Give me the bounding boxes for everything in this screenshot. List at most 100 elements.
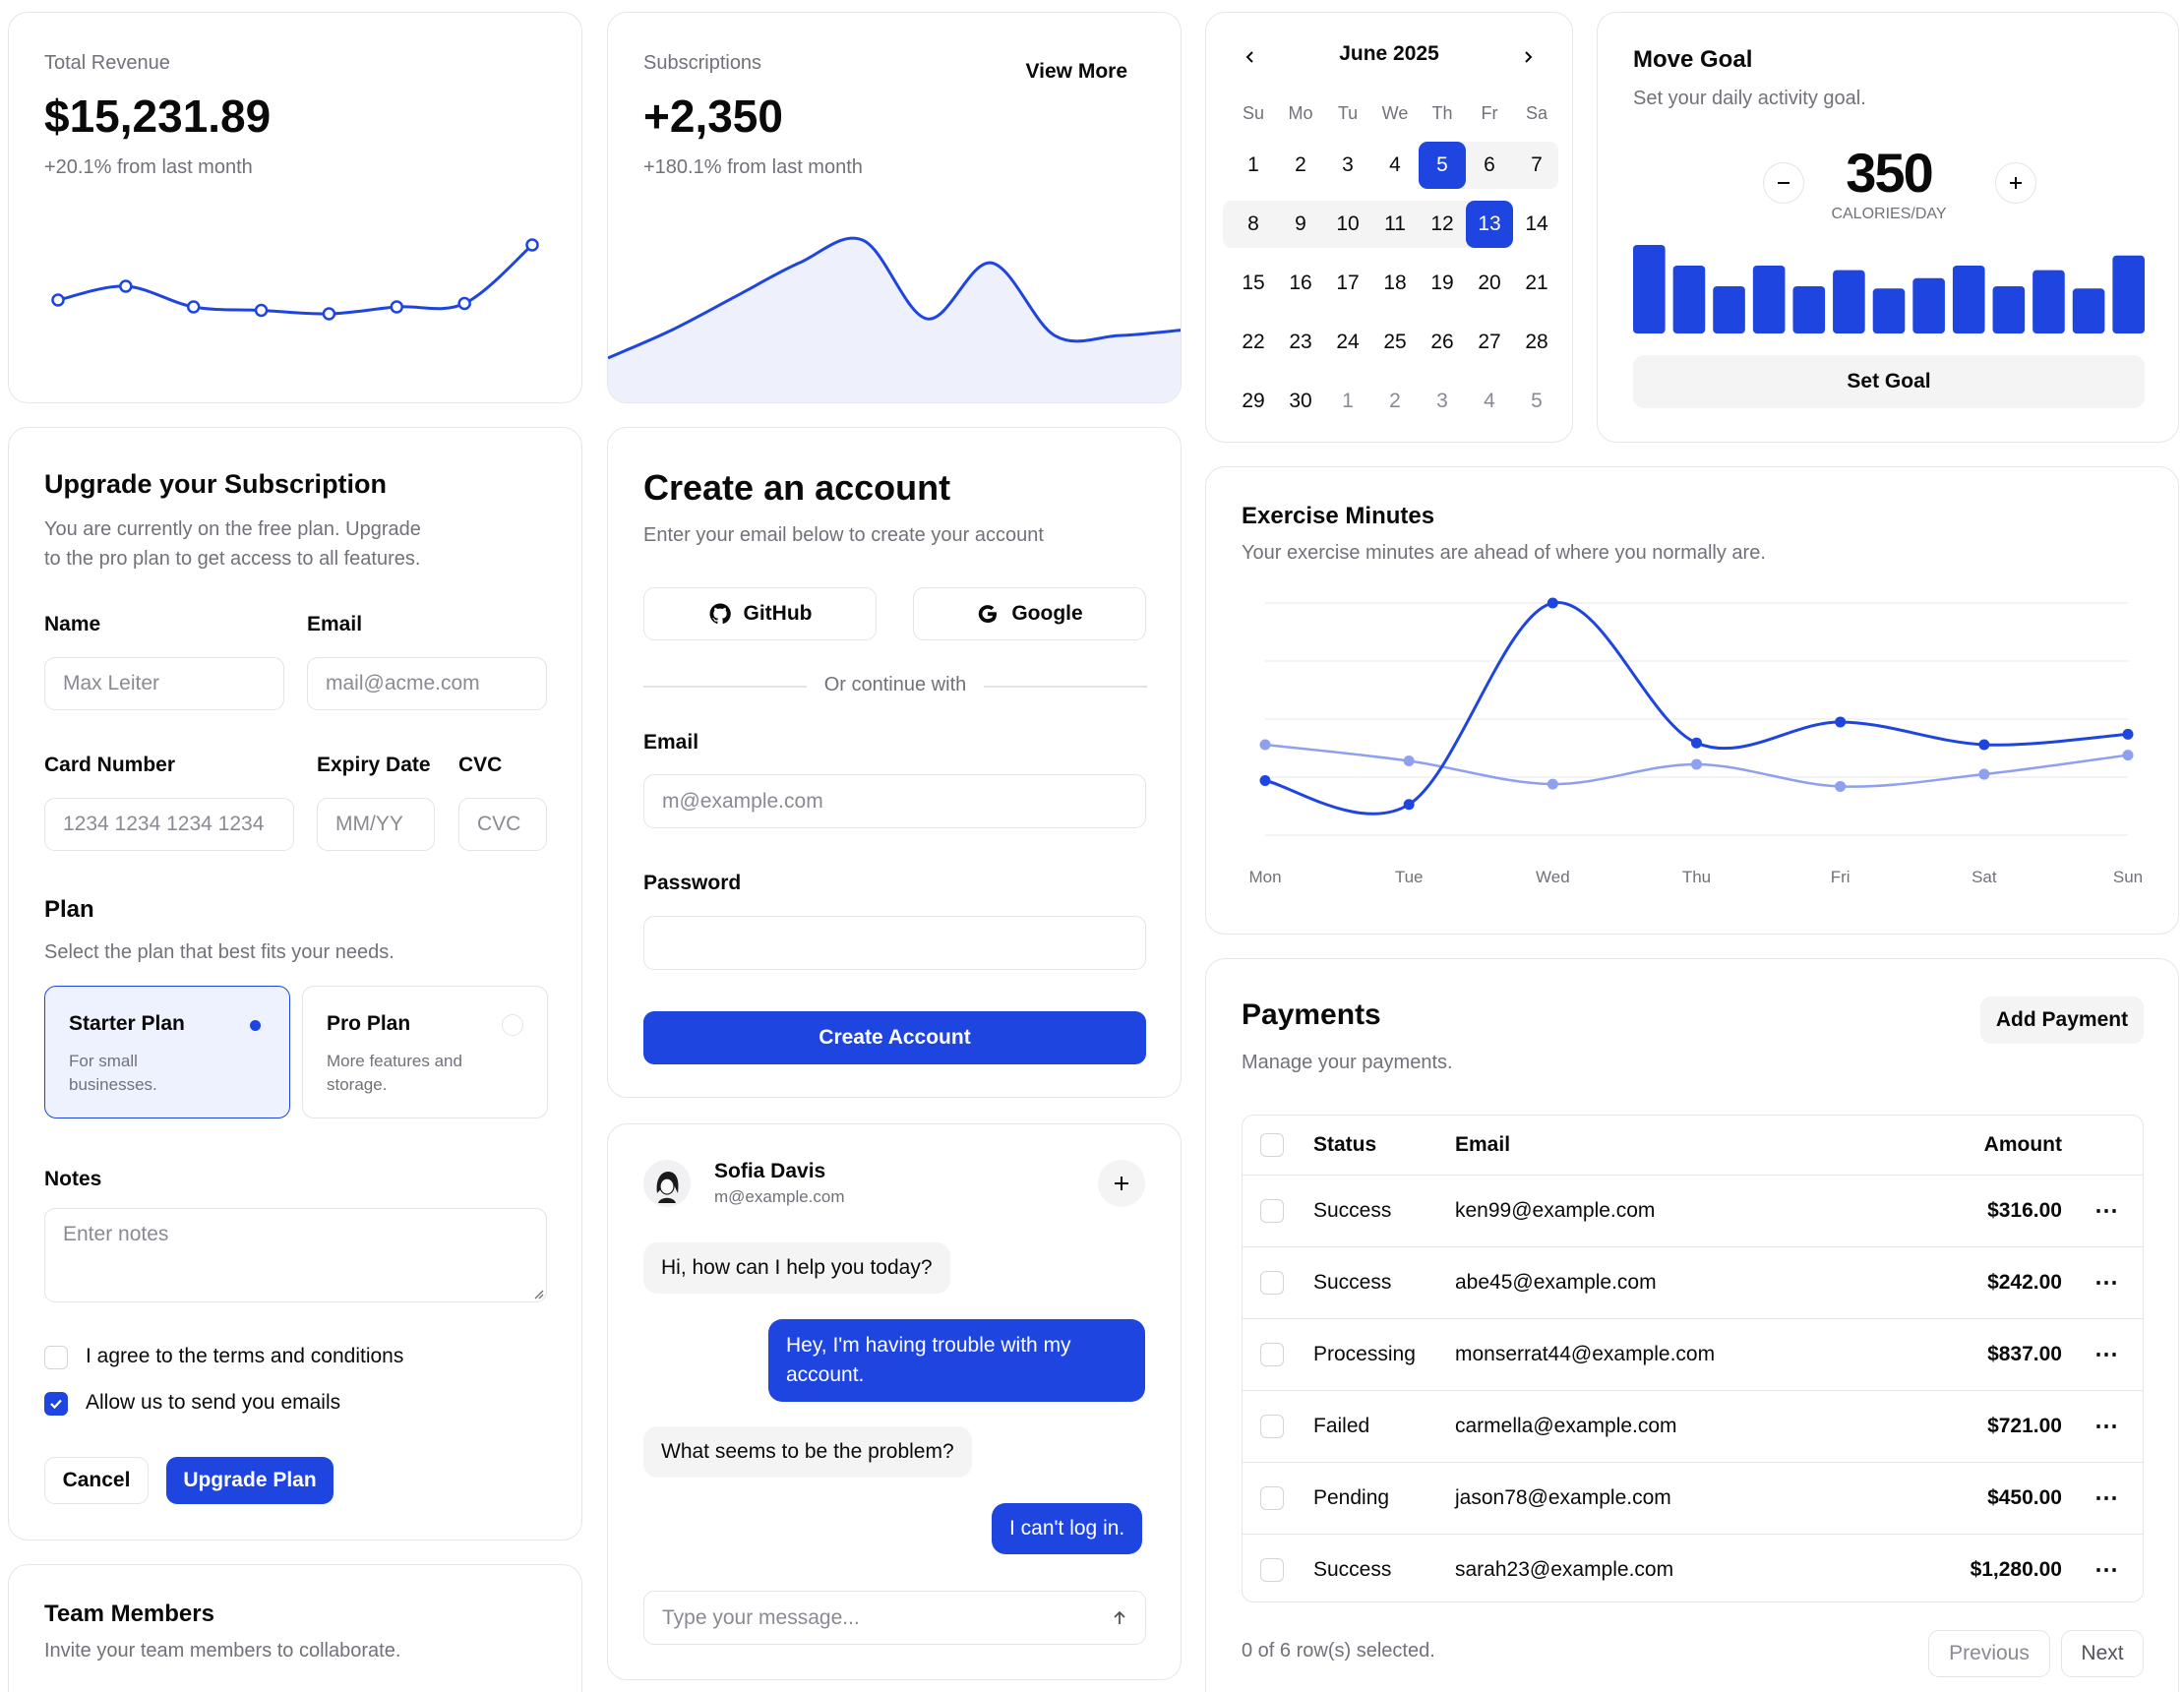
set-goal-button[interactable]: Set Goal bbox=[1633, 355, 2145, 408]
row-checkbox[interactable] bbox=[1260, 1415, 1284, 1438]
calendar-day[interactable]: 21 bbox=[1525, 272, 1548, 294]
calendar-day[interactable]: 12 bbox=[1430, 212, 1454, 235]
calendar-day[interactable]: 2 bbox=[1295, 153, 1306, 176]
cvc-input[interactable]: CVC bbox=[458, 798, 547, 851]
exercise-point bbox=[1547, 597, 1558, 609]
add-payment-button[interactable]: Add Payment bbox=[1980, 997, 2144, 1044]
calendar-day[interactable]: 23 bbox=[1289, 331, 1312, 353]
github-button[interactable]: GitHub bbox=[643, 587, 877, 640]
row-checkbox[interactable] bbox=[1260, 1343, 1284, 1366]
row-amount: $1,280.00 bbox=[1970, 1558, 2062, 1581]
new-message-button[interactable] bbox=[1098, 1160, 1145, 1207]
calendar-day[interactable]: 1 bbox=[1342, 390, 1354, 412]
exercise-point bbox=[1691, 737, 1702, 749]
calendar-day[interactable]: 4 bbox=[1484, 390, 1495, 412]
calendar-day[interactable]: 16 bbox=[1289, 272, 1312, 294]
calendar-day[interactable]: 15 bbox=[1242, 272, 1265, 294]
cvc-label: CVC bbox=[458, 754, 503, 776]
table-row[interactable]: Success abe45@example.com $242.00 ⋯ bbox=[1243, 1246, 2143, 1318]
row-checkbox[interactable] bbox=[1260, 1558, 1284, 1582]
table-row[interactable]: Success sarah23@example.com $1,280.00 ⋯ bbox=[1243, 1534, 2143, 1601]
upgrade-description-line1: You are currently on the free plan. Upgr… bbox=[44, 518, 421, 540]
calendar-day[interactable]: 1 bbox=[1247, 153, 1259, 176]
starter-plan-option[interactable]: Starter Plan For small businesses. bbox=[44, 986, 290, 1118]
calendar-day[interactable]: 26 bbox=[1430, 331, 1454, 353]
calendar-next-button[interactable] bbox=[1513, 42, 1543, 72]
calendar-day[interactable]: 27 bbox=[1478, 331, 1501, 353]
calendar-day[interactable]: 29 bbox=[1242, 390, 1265, 412]
calendar-day[interactable]: 22 bbox=[1242, 331, 1265, 353]
column-status[interactable]: Status bbox=[1313, 1133, 1377, 1156]
row-actions-icon[interactable]: ⋯ bbox=[2094, 1484, 2119, 1512]
calendar-day[interactable]: 19 bbox=[1430, 272, 1454, 294]
email-input[interactable]: mail@acme.com bbox=[307, 657, 547, 710]
terms-checkbox[interactable] bbox=[44, 1346, 68, 1369]
calendar-day[interactable]: 17 bbox=[1336, 272, 1360, 294]
exercise-point bbox=[2122, 750, 2134, 761]
name-input[interactable]: Max Leiter bbox=[44, 657, 284, 710]
calendar-day[interactable]: 3 bbox=[1342, 153, 1354, 176]
column-amount[interactable]: Amount bbox=[1983, 1133, 2062, 1156]
notes-textarea[interactable]: Enter notes bbox=[44, 1208, 547, 1302]
next-page-button[interactable]: Next bbox=[2061, 1630, 2144, 1677]
row-actions-icon[interactable]: ⋯ bbox=[2094, 1269, 2119, 1297]
calendar-day[interactable]: 24 bbox=[1336, 331, 1360, 353]
select-all-checkbox[interactable] bbox=[1260, 1133, 1284, 1157]
row-actions-icon[interactable]: ⋯ bbox=[2094, 1413, 2119, 1440]
calendar-day[interactable]: 10 bbox=[1336, 212, 1360, 235]
calendar-day[interactable]: 11 bbox=[1384, 212, 1406, 235]
card-number-input[interactable]: 1234 1234 1234 1234 bbox=[44, 798, 294, 851]
calendar-day[interactable]: 3 bbox=[1436, 390, 1448, 412]
team-title: Team Members bbox=[44, 1601, 214, 1627]
increase-goal-button[interactable] bbox=[1995, 162, 2036, 204]
calendar-day[interactable]: 28 bbox=[1525, 331, 1548, 353]
row-actions-icon[interactable]: ⋯ bbox=[2094, 1341, 2119, 1368]
account-email-input[interactable]: m@example.com bbox=[643, 774, 1146, 828]
subscriptions-line bbox=[608, 236, 1181, 360]
pro-plan-option[interactable]: Pro Plan More features and storage. bbox=[302, 986, 548, 1118]
cancel-button[interactable]: Cancel bbox=[44, 1457, 149, 1504]
chat-contact-email: m@example.com bbox=[714, 1187, 845, 1206]
calendar-day[interactable]: 14 bbox=[1525, 212, 1548, 235]
calendar-day[interactable]: 8 bbox=[1247, 212, 1259, 235]
calendar-day[interactable]: 25 bbox=[1383, 331, 1407, 353]
calendar-day[interactable]: 9 bbox=[1295, 212, 1306, 235]
emails-checkbox[interactable] bbox=[44, 1392, 68, 1416]
row-status: Success bbox=[1313, 1199, 1392, 1222]
calendar-day[interactable]: 4 bbox=[1389, 153, 1401, 176]
google-button[interactable]: Google bbox=[913, 587, 1146, 640]
calendar-day[interactable]: 5 bbox=[1419, 142, 1466, 189]
send-button[interactable] bbox=[1105, 1603, 1134, 1633]
calendar-day[interactable]: 20 bbox=[1478, 272, 1501, 294]
calendar-day[interactable]: 2 bbox=[1389, 390, 1401, 412]
row-checkbox[interactable] bbox=[1260, 1271, 1284, 1295]
calendar-prev-button[interactable] bbox=[1236, 42, 1265, 72]
calendar-day[interactable]: 13 bbox=[1466, 201, 1513, 248]
row-checkbox[interactable] bbox=[1260, 1199, 1284, 1223]
row-actions-icon[interactable]: ⋯ bbox=[2094, 1556, 2119, 1584]
pro-plan-radio[interactable] bbox=[502, 1014, 523, 1036]
calendar-day[interactable]: 6 bbox=[1484, 153, 1495, 176]
expiry-input[interactable]: MM/YY bbox=[317, 798, 435, 851]
calendar-day[interactable]: 18 bbox=[1383, 272, 1407, 294]
create-account-button[interactable]: Create Account bbox=[643, 1011, 1146, 1064]
table-row[interactable]: Pending jason78@example.com $450.00 ⋯ bbox=[1243, 1462, 2143, 1534]
revenue-point bbox=[119, 279, 133, 293]
chat-message-input[interactable]: Type your message... bbox=[643, 1591, 1146, 1645]
starter-plan-radio[interactable] bbox=[244, 1014, 266, 1036]
calendar-day[interactable]: 5 bbox=[1531, 390, 1543, 412]
calendar-day[interactable]: 30 bbox=[1289, 390, 1312, 412]
upgrade-plan-button[interactable]: Upgrade Plan bbox=[166, 1457, 334, 1504]
table-row[interactable]: Processing monserrat44@example.com $837.00… bbox=[1243, 1318, 2143, 1390]
table-row[interactable]: Failed carmella@example.com $721.00 ⋯ bbox=[1243, 1390, 2143, 1462]
row-actions-icon[interactable]: ⋯ bbox=[2094, 1197, 2119, 1225]
calendar-day[interactable]: 7 bbox=[1531, 153, 1543, 176]
table-row[interactable]: Success ken99@example.com $316.00 ⋯ bbox=[1243, 1175, 2143, 1246]
previous-page-button[interactable]: Previous bbox=[1928, 1630, 2050, 1677]
view-more-link[interactable]: View More bbox=[1025, 60, 1127, 83]
decrease-goal-button[interactable] bbox=[1763, 162, 1804, 204]
row-checkbox[interactable] bbox=[1260, 1486, 1284, 1510]
password-input[interactable] bbox=[643, 916, 1146, 970]
exercise-point bbox=[1403, 755, 1415, 766]
column-email[interactable]: Email bbox=[1455, 1133, 1511, 1156]
